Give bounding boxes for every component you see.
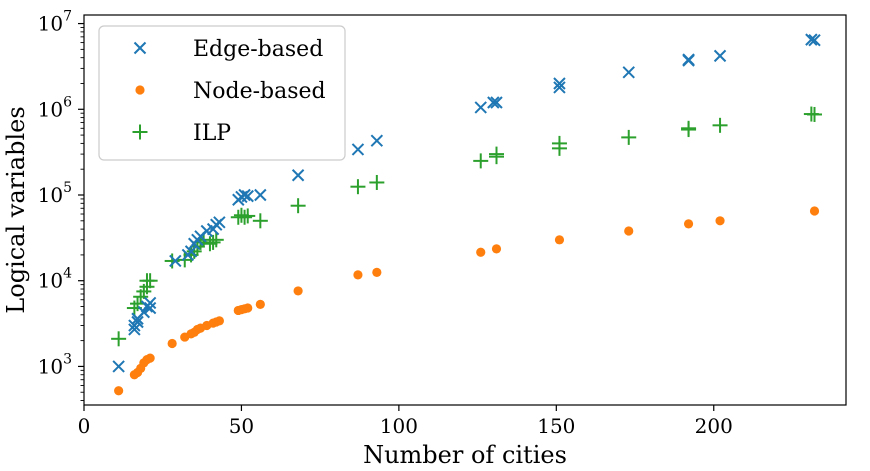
edge-based-point [682,54,695,67]
node-based-point [255,299,265,309]
edge-based-point [622,66,635,79]
ilp-point [369,174,385,190]
edge-based-point [808,33,821,47]
y-tick-base: 10 [38,12,63,36]
y-tick-exponent: 3 [63,351,72,367]
edge-based-point [184,245,198,258]
edge-based-point [553,77,566,90]
y-tick-label: 106 [38,94,72,121]
edge-based-point [169,254,182,268]
plot-area [111,33,823,396]
legend: Edge-based Node-based ILP [98,25,346,161]
ilp-point [473,153,489,169]
edge-based-point [143,301,157,315]
ilp-point [237,209,253,225]
y-tick-label: 103 [38,351,72,378]
edge-based-point [490,96,503,109]
ilp-point [205,234,221,250]
node-based-point [293,286,303,296]
ilp-point [208,232,224,248]
ilp-point [712,117,728,133]
y-tick-label: 105 [38,180,72,207]
ilp-point [551,135,567,151]
x-tick-label: 50 [229,414,254,438]
ilp-point [202,236,218,252]
node-based-point [114,386,124,396]
edge-based-point [713,49,727,63]
edge-based-point [137,305,151,319]
y-tick-base: 10 [38,183,63,207]
edge-based-point [351,143,365,156]
edge-based-point [487,96,500,109]
ilp-point [807,106,823,122]
ilp-point [290,198,306,214]
ilp-point [681,122,697,138]
ilp-point [183,247,199,263]
axes-frame [83,14,847,406]
ilp-point [142,273,158,289]
y-tick-base: 10 [38,97,63,121]
node-based-point [809,206,820,216]
x-tick-label: 0 [78,414,91,438]
y-tick-exponent: 5 [63,180,72,196]
y-tick-exponent: 7 [63,9,72,25]
ilp-point [111,331,127,347]
x-tick-label: 150 [537,414,575,438]
y-tick-exponent: 6 [63,94,72,110]
ilp-point [488,146,504,162]
x-axis-label: Number of cities [363,441,567,469]
edge-based-point [254,188,267,202]
x-tick-label: 200 [695,414,733,438]
edge-based-point [474,101,487,114]
y-tick-base: 10 [38,269,63,293]
ilp-point [621,129,637,145]
edge-based-point [128,323,141,336]
edge-based-point [143,296,157,310]
node-based-point [167,338,177,349]
edge-based-point [805,33,818,46]
edge-based-point [213,216,226,229]
node-based-point [145,353,155,363]
edge-based-point [553,81,566,94]
ilp-point [164,253,180,269]
legend-box [98,25,346,161]
legend-item-edge-based-marker [133,41,147,55]
y-tick-label: 104 [38,266,72,293]
y-tick-label: 107 [38,9,72,36]
y-axis-label: Logical variables [2,106,30,313]
legend-item-ilp-label: ILP [193,121,231,146]
edge-based-point [131,315,144,329]
node-based-point [243,303,253,313]
ilp-point [252,213,268,229]
y-tick-base: 10 [38,354,63,378]
x-tick-label: 100 [380,414,418,438]
edge-based-point [241,189,254,203]
legend-item-node-based-marker [135,85,145,95]
node-based-point [491,244,502,254]
node-based-point [214,316,224,326]
edge-based-point [238,188,251,202]
ilp-point [240,208,256,224]
edge-based-point [370,134,384,147]
ilp-point [130,296,146,312]
legend-item-edge-based-label: Edge-based [193,37,323,62]
edge-based-point [112,360,125,373]
node-based-point [353,270,363,280]
node-based-point [715,216,725,226]
legend-item-node-based-label: Node-based [193,79,326,104]
ilp-point [350,179,366,195]
edge-based-point [291,169,305,182]
node-based-point [554,235,565,245]
node-based-point [476,247,486,257]
y-tick-exponent: 4 [63,266,72,282]
node-based-point [624,226,634,236]
node-based-point [372,267,382,278]
node-based-point [683,219,694,229]
legend-item-ilp-marker [132,124,148,140]
